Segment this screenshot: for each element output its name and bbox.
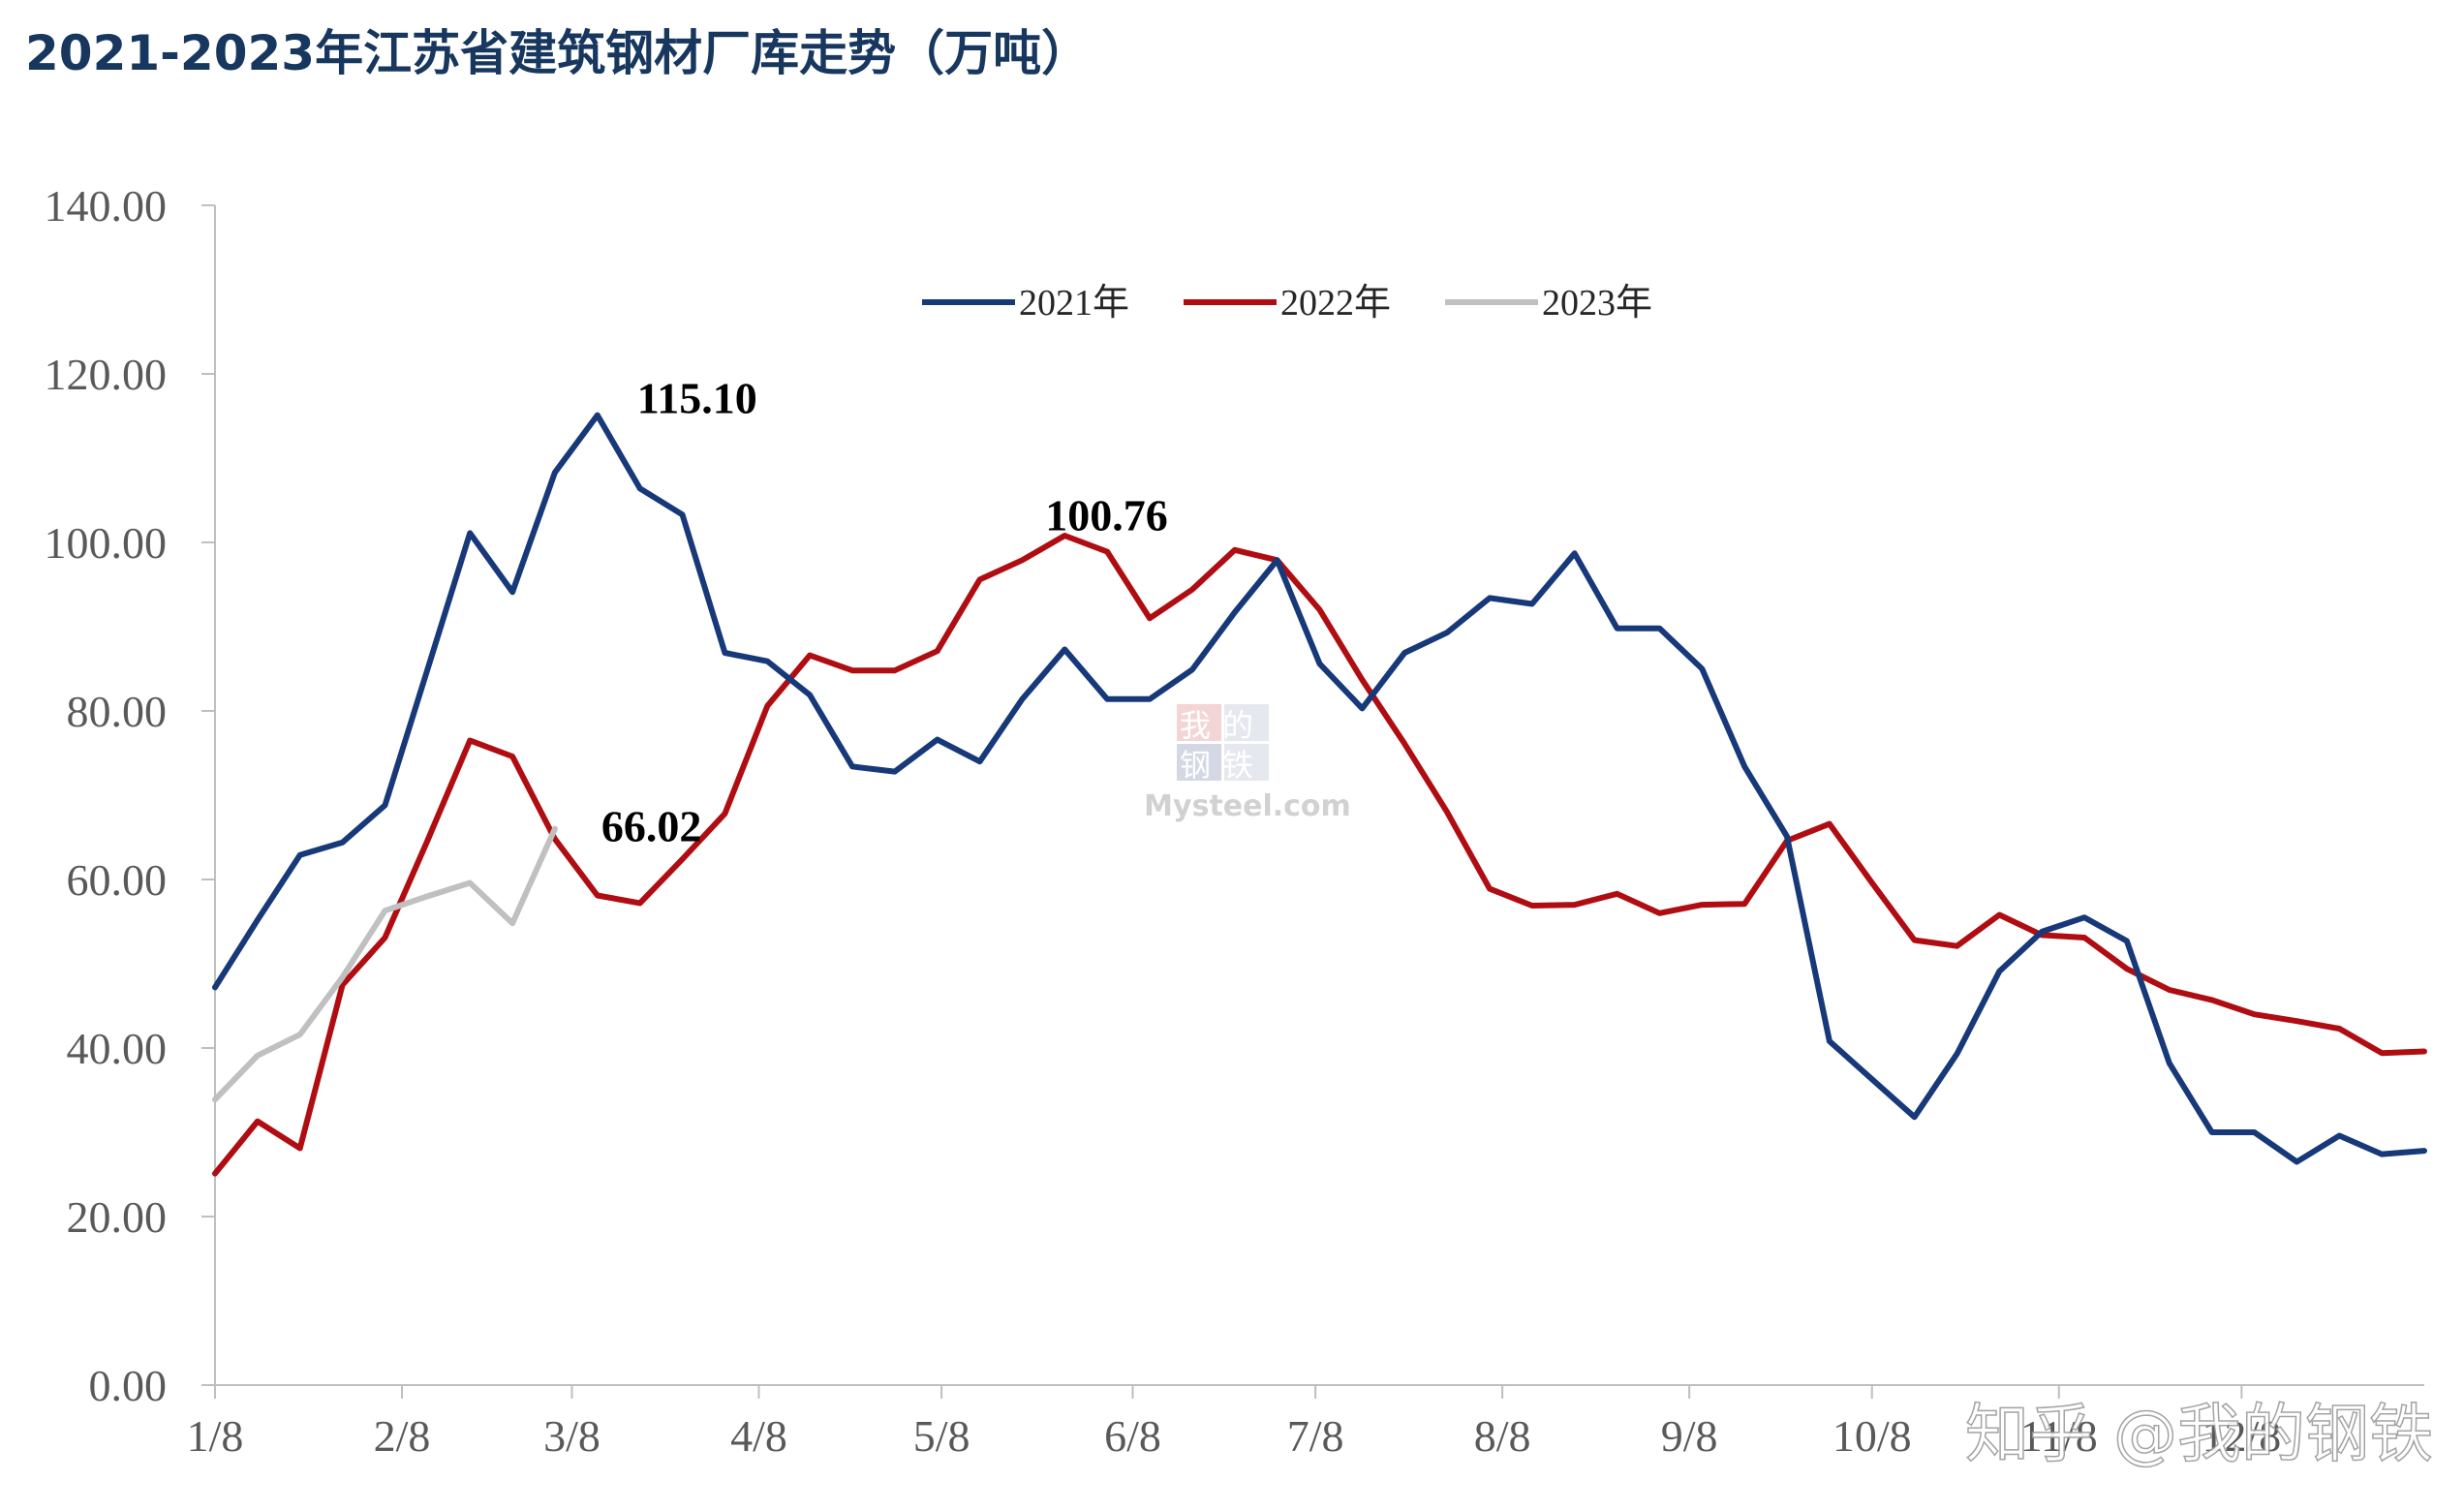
chart-title: 2021-2023年江苏省建筑钢材厂库走势（万吨）: [25, 25, 1090, 81]
watermark-line2: 钢铁: [1180, 747, 1265, 784]
x-tick-label: 7/8: [1287, 1411, 1344, 1461]
data-label-100.76: 100.76: [1045, 490, 1168, 540]
watermark-box-top: [1177, 704, 1221, 741]
watermark-box-bottom: [1177, 744, 1221, 781]
x-tick-label: 3/8: [543, 1411, 601, 1461]
x-tick-label: 12/8: [2202, 1411, 2281, 1461]
y-tick-label: 120.00: [45, 350, 168, 399]
axes: 0.00 20.00 40.00 60.00 80.00 100.00 120.00 140.…: [45, 181, 2424, 1461]
legend-item-2021: 2021年: [922, 283, 1129, 324]
watermark-line1: 我的: [1180, 707, 1265, 744]
y-tick-label: 60.00: [67, 855, 168, 905]
series-line-2022: [212, 533, 2427, 1177]
y-tick-label: 40.00: [67, 1024, 168, 1073]
data-labels: 115.10 100.76 66.02: [601, 374, 1168, 851]
y-tick-label: 0.00: [89, 1361, 168, 1410]
zhihu-watermark: 知乎 @我的钢铁: [1965, 1397, 2433, 1471]
data-label-66.02: 66.02: [601, 802, 702, 851]
x-tick-label: 4/8: [730, 1411, 787, 1461]
y-tick-label: 140.00: [45, 181, 168, 231]
watermark-site: Mysteel.com: [1144, 789, 1351, 823]
legend-item-2023: 2023年: [1445, 283, 1652, 324]
x-tick-label: 8/8: [1474, 1411, 1531, 1461]
series-line-2021: [212, 412, 2427, 1165]
x-tick-label: 1/8: [187, 1411, 244, 1461]
watermark-box-bottom-right: [1224, 744, 1269, 781]
x-tick-label: 9/8: [1661, 1411, 1718, 1461]
legend: 2021年 2022年 2023年: [922, 283, 1652, 324]
series-line-2023: [212, 825, 558, 1103]
x-tick-label: 6/8: [1104, 1411, 1161, 1461]
x-tick-label: 5/8: [913, 1411, 970, 1461]
legend-label: 2022年: [1280, 283, 1391, 324]
x-tick-label: 11/8: [2020, 1411, 2098, 1461]
y-tick-label: 100.00: [45, 518, 168, 568]
data-label-115.10: 115.10: [637, 374, 757, 423]
series-lines: [212, 412, 2427, 1177]
legend-label: 2023年: [1542, 283, 1652, 324]
x-tick-label: 10/8: [1833, 1411, 1912, 1461]
legend-label: 2021年: [1019, 283, 1129, 324]
mysteel-watermark: 我的 钢铁 Mysteel.com: [1144, 704, 1351, 823]
legend-item-2022: 2022年: [1184, 283, 1391, 324]
watermark-box-top-right: [1224, 704, 1269, 741]
y-tick-label: 80.00: [67, 687, 168, 736]
x-tick-label: 2/8: [374, 1411, 431, 1461]
y-tick-label: 20.00: [67, 1192, 168, 1242]
